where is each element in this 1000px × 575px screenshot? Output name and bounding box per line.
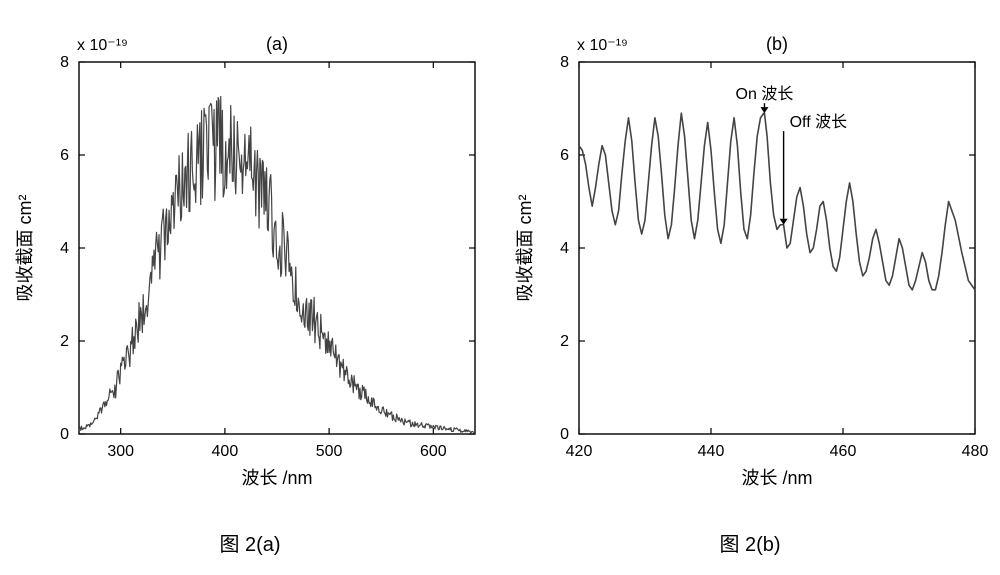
figure-container: 300 400 500 600 0 2 4 6 8 x 10⁻¹⁹ (a) 波长 /nm 吸收截面 cm… <box>0 0 1000 575</box>
y-tick-label: 8 <box>560 54 569 71</box>
x-tick-label: 400 <box>212 443 239 460</box>
chart-a-wrap: 300 400 500 600 0 2 4 6 8 x 10⁻¹⁹ (a) 波长 /nm 吸收截面 cm… <box>0 0 500 524</box>
y-tick-label: 0 <box>560 426 569 443</box>
y-tick-label: 6 <box>60 147 69 164</box>
annotation-arrowhead <box>760 107 768 113</box>
x-label: 波长 /nm <box>741 468 812 488</box>
y-tick-label: 4 <box>60 240 69 257</box>
x-tick-label: 420 <box>566 443 593 460</box>
data-line <box>579 113 975 290</box>
data-line <box>79 96 475 433</box>
x-tick-label: 440 <box>698 443 725 460</box>
y-tick-label: 2 <box>560 333 569 350</box>
x-tick-label: 460 <box>830 443 857 460</box>
chart-b-wrap: 420 440 460 480 0 2 4 6 8 x 10⁻¹⁹ (b) 波长 /nm 吸收截面 cm… <box>500 0 1000 524</box>
y-label: 吸收截面 cm² <box>15 195 35 302</box>
annotation-text: On 波长 <box>736 85 794 103</box>
caption-b: 图 2(b) <box>719 524 780 575</box>
y-tick-label: 6 <box>560 147 569 164</box>
panel-b: 420 440 460 480 0 2 4 6 8 x 10⁻¹⁹ (b) 波长 /nm 吸收截面 cm… <box>500 0 1000 575</box>
x-tick-label: 500 <box>316 443 343 460</box>
x-tick-label: 600 <box>420 443 447 460</box>
y-tick-label: 8 <box>60 54 69 71</box>
annotation-arrowhead <box>780 219 788 225</box>
panel-title: (b) <box>766 34 788 54</box>
caption-a: 图 2(a) <box>219 524 280 575</box>
x-tick-label: 480 <box>962 443 989 460</box>
panel-title: (a) <box>266 34 288 54</box>
y-tick-label: 2 <box>60 333 69 350</box>
panel-a: 300 400 500 600 0 2 4 6 8 x 10⁻¹⁹ (a) 波长 /nm 吸收截面 cm… <box>0 0 500 575</box>
exponent-label: x 10⁻¹⁹ <box>577 37 628 54</box>
chart-b: 420 440 460 480 0 2 4 6 8 x 10⁻¹⁹ (b) 波长 /nm 吸收截面 cm… <box>505 22 995 502</box>
y-tick-label: 4 <box>560 240 569 257</box>
y-label: 吸收截面 cm² <box>515 195 535 302</box>
x-label: 波长 /nm <box>241 468 312 488</box>
axis-box <box>579 62 975 434</box>
annotation-text: Off 波长 <box>790 113 848 131</box>
chart-a: 300 400 500 600 0 2 4 6 8 x 10⁻¹⁹ (a) 波长 /nm 吸收截面 cm… <box>5 22 495 502</box>
exponent-label: x 10⁻¹⁹ <box>77 37 128 54</box>
y-tick-label: 0 <box>60 426 69 443</box>
x-tick-label: 300 <box>107 443 134 460</box>
axis-box <box>79 62 475 434</box>
